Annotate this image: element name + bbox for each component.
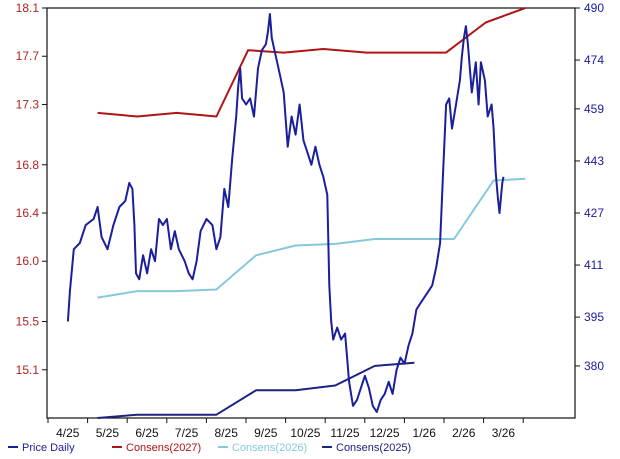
right-tick-label: 474 <box>584 53 604 67</box>
right-tick-label: 459 <box>584 102 604 116</box>
consens-2026-line <box>97 177 526 299</box>
x-tick-label: 7/25 <box>175 426 199 440</box>
x-tick-label: 3/26 <box>492 426 516 440</box>
plot-area <box>46 7 576 419</box>
legend-label: Price Daily <box>22 442 75 454</box>
left-tick-label: 17.7 <box>16 49 40 63</box>
right-tick-label: 395 <box>584 310 604 324</box>
series-lines <box>66 7 526 419</box>
price-daily-line <box>66 13 505 413</box>
left-axis: 18.1 17.7 17.3 16.8 16.4 16.0 15.5 15.1 <box>16 1 47 377</box>
right-tick-label: 490 <box>584 1 604 15</box>
legend-consens-2026: Consens(2026) <box>218 442 307 454</box>
legend-label: Consens(2027) <box>126 442 201 454</box>
legend: Price Daily Consens(2027) Consens(2026) Con… <box>8 442 411 454</box>
x-tick-label: 11/25 <box>330 426 359 440</box>
left-tick-label: 16.4 <box>16 206 40 220</box>
left-tick-label: 18.1 <box>16 1 40 15</box>
right-tick-label: 411 <box>584 258 603 272</box>
left-tick-label: 17.3 <box>16 97 40 111</box>
legend-consens-2025: Consens(2025) <box>322 442 411 454</box>
right-tick-label: 443 <box>584 154 604 168</box>
right-tick-label: 427 <box>584 206 604 220</box>
right-tick-label: 380 <box>584 359 604 373</box>
x-tick-label: 2/26 <box>452 426 476 440</box>
x-tick-label: 9/25 <box>254 426 278 440</box>
right-axis: 490 474 459 443 427 411 395 380 <box>575 1 604 373</box>
consens-2025-line <box>97 361 415 419</box>
x-tick-label: 6/25 <box>135 426 159 440</box>
x-tick-label: 10/25 <box>290 426 320 440</box>
x-tick-label: 5/25 <box>96 426 120 440</box>
legend-label: Consens(2026) <box>232 442 307 454</box>
x-tick-label: 12/25 <box>370 426 400 440</box>
legend-price-daily: Price Daily <box>8 442 75 454</box>
x-tick-label: 8/25 <box>215 426 239 440</box>
left-tick-label: 16.8 <box>16 158 40 172</box>
left-tick-label: 15.5 <box>16 315 40 329</box>
left-tick-label: 15.1 <box>16 363 40 377</box>
legend-label: Consens(2025) <box>336 442 411 454</box>
legend-consens-2027: Consens(2027) <box>112 442 201 454</box>
x-tick-label: 4/25 <box>56 426 80 440</box>
x-tick-label: 1/26 <box>413 426 437 440</box>
x-axis: 4/25 5/25 6/25 7/25 8/25 9/25 10/25 11/25 12/25 1… <box>47 418 524 440</box>
consens-2027-line <box>97 7 526 118</box>
left-tick-label: 16.0 <box>16 254 40 268</box>
